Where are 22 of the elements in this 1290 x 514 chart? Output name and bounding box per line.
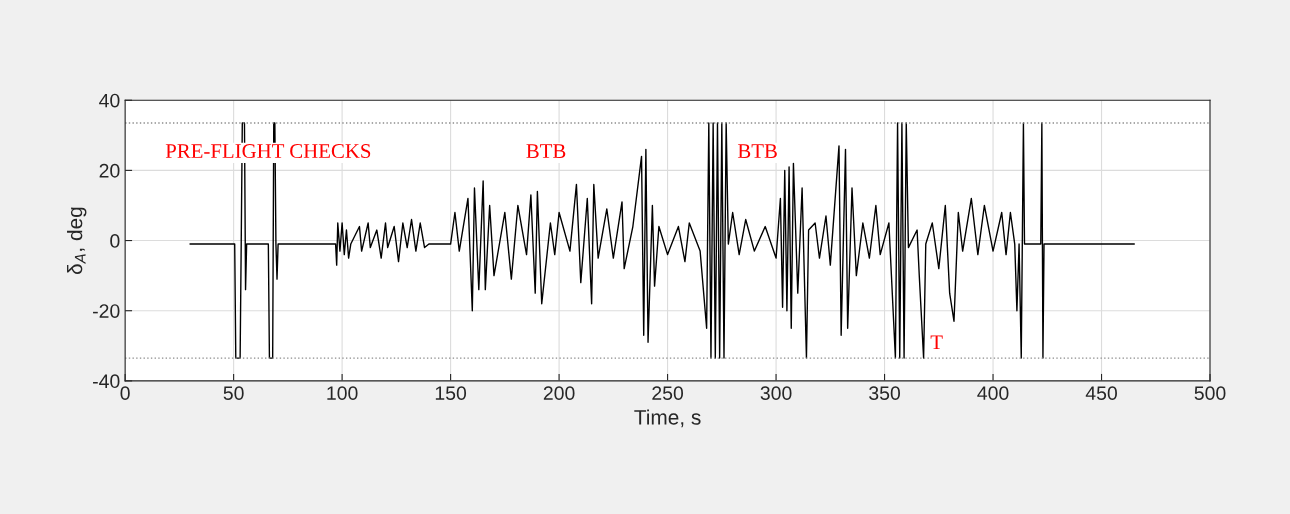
y-tick-label: 0 (110, 234, 120, 248)
x-tick-label: 450 (1085, 386, 1117, 401)
x-tick-label: 500 (1194, 386, 1226, 401)
y-tick-label: -20 (93, 304, 120, 318)
x-tick-label: 200 (543, 386, 575, 401)
x-tick-label: 100 (327, 386, 358, 401)
y-tick-label: -40 (93, 374, 120, 389)
y-tick-label: 40 (99, 93, 120, 108)
x-tick-label: 400 (977, 386, 1009, 401)
x-axis-title: Time, s (634, 409, 701, 428)
y-tick-label: 20 (99, 163, 120, 178)
x-tick-label: 50 (223, 386, 244, 401)
x-tick-label: 300 (760, 386, 792, 401)
annotation: BTB (737, 144, 777, 158)
annotation: PRE-FLIGHT CHECKS (165, 144, 371, 159)
x-tick-label: 0 (120, 386, 130, 401)
annotation: BTB (526, 144, 566, 158)
x-tick-label: 250 (652, 386, 684, 401)
x-tick-label: 150 (435, 386, 467, 401)
annotation: T (930, 335, 943, 350)
y-axis-title: δ$_{A}$, deg (67, 207, 87, 275)
x-tick-label: 350 (869, 386, 901, 401)
